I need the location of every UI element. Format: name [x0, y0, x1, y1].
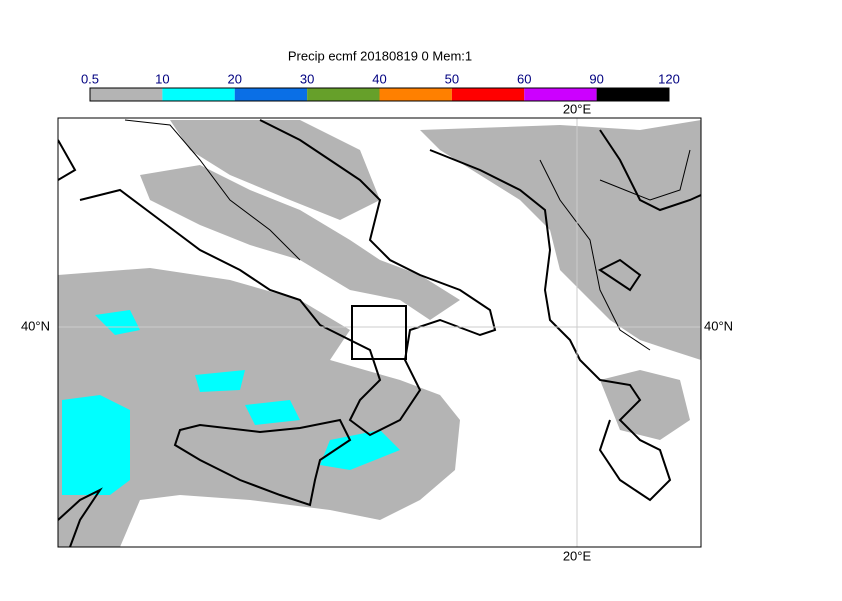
lat-label: 40°N: [21, 318, 50, 333]
colorbar-tick-label: 30: [300, 71, 314, 86]
colorbar-tick-label: 40: [372, 71, 386, 86]
map-frame: [57, 117, 702, 548]
colorbar-segment: [596, 88, 669, 101]
colorbar-tick-label: 50: [445, 71, 459, 86]
colorbar-tick-label: 0.5: [81, 71, 99, 86]
colorbar-frame: [89, 87, 670, 102]
lon-label: 20°E: [563, 101, 592, 116]
colorbar-segment: [90, 88, 163, 101]
colorbar-segment: [524, 88, 597, 101]
colorbar-segment: [234, 88, 308, 101]
colorbar-segment: [307, 88, 380, 101]
colorbar-tick-label: 120: [658, 71, 680, 86]
colorbar-segment: [162, 88, 235, 101]
colorbar-segment: [379, 88, 452, 101]
colorbar-tick-label: 20: [228, 71, 242, 86]
colorbar-segment: [451, 88, 525, 101]
colorbar-tick-label: 10: [155, 71, 169, 86]
colorbar-tick-label: 90: [589, 71, 603, 86]
title: Precip ecmf 20180819 0 Mem:1: [288, 48, 472, 63]
border: [124, 119, 691, 351]
lat-label: 40°N: [704, 318, 733, 333]
area-box: [351, 305, 407, 360]
coastline: [58, 119, 701, 547]
precip-area: [62, 310, 400, 495]
colorbar-tick-label: 60: [517, 71, 531, 86]
lon-label: 20°E: [563, 548, 592, 563]
map-area: [58, 118, 701, 547]
